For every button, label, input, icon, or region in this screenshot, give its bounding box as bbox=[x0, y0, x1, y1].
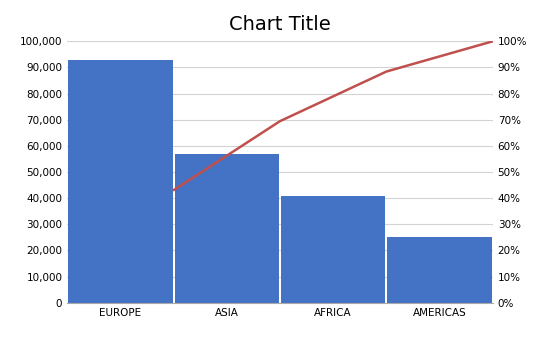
Title: Chart Title: Chart Title bbox=[229, 15, 331, 34]
Bar bbox=[388, 237, 492, 303]
Bar bbox=[175, 154, 279, 303]
Bar bbox=[68, 60, 172, 303]
Bar bbox=[281, 195, 385, 303]
